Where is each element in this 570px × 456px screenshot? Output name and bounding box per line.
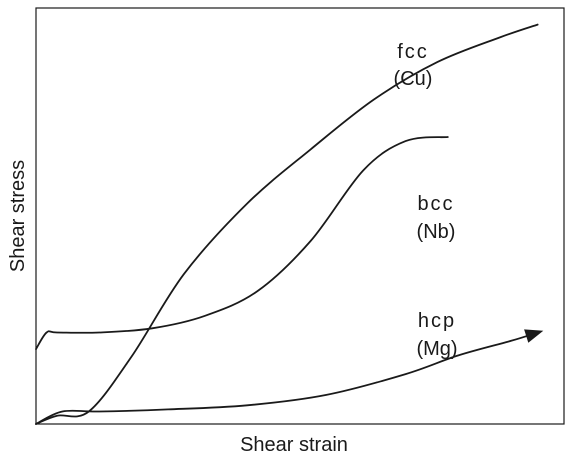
hcp-sublabel: (Mg): [416, 338, 457, 360]
fcc-label: fcc: [397, 41, 429, 63]
hcp-arrowhead: [524, 329, 544, 343]
plot-frame: [35, 7, 565, 425]
x-axis-title: Shear strain: [240, 434, 348, 456]
bcc-label: bcc: [417, 193, 454, 215]
series-line-hcp: [35, 331, 539, 425]
y-axis-title: Shear stress: [7, 160, 29, 272]
bcc-sublabel: (Nb): [417, 221, 456, 243]
series-line-fcc: [35, 23, 539, 425]
series-line-bcc: [35, 136, 449, 350]
fcc-sublabel: (Cu): [394, 68, 433, 90]
curves-group: [35, 23, 539, 425]
hcp-label: hcp: [418, 310, 456, 332]
